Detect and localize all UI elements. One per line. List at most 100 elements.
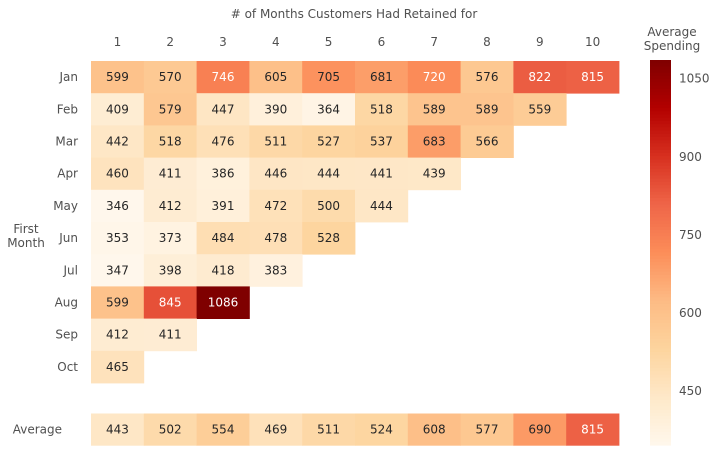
row-label: Jun [58, 231, 78, 245]
chart-title: # of Months Customers Had Retained for [231, 7, 478, 21]
cell-value-label: 386 [212, 167, 235, 181]
cell-value-label: 412 [106, 328, 129, 342]
heatmap-cell [143, 189, 197, 223]
average-value-label: 554 [212, 423, 235, 437]
heatmap-cell [143, 61, 197, 94]
average-cell [513, 413, 567, 446]
average-value-label: 502 [159, 423, 182, 437]
colorbar-tick-label: 1050 [679, 72, 710, 86]
colorbar-tick-label: 450 [679, 384, 702, 398]
colorbar-tick-label: 900 [679, 150, 702, 164]
heatmap-cell [91, 125, 145, 158]
heatmap-cell [196, 222, 250, 255]
average-value-label: 690 [528, 423, 551, 437]
colorbar-tick-label: 600 [679, 306, 702, 320]
cell-value-label: 570 [159, 70, 182, 84]
cell-value-label: 441 [370, 167, 393, 181]
cell-value-label: 705 [317, 70, 340, 84]
cell-value-label: 599 [106, 70, 129, 84]
cell-value-label: 566 [476, 135, 499, 149]
heatmap-cell [91, 254, 145, 287]
average-value-label: 524 [370, 423, 393, 437]
heatmap-cell [196, 61, 250, 94]
average-cell [249, 413, 303, 446]
cell-value-label: 411 [159, 328, 182, 342]
column-label: 3 [219, 35, 227, 49]
cell-value-label: 589 [476, 102, 499, 116]
average-cell [143, 413, 197, 446]
heatmap-cell [249, 254, 303, 287]
cell-value-label: 815 [581, 70, 604, 84]
heatmap-cell [143, 93, 197, 126]
heatmap-cell [249, 61, 303, 94]
cell-value-label: 579 [159, 102, 182, 116]
cell-value-label: 353 [106, 231, 129, 245]
cell-value-label: 383 [264, 263, 287, 277]
cell-value-label: 398 [159, 263, 182, 277]
heatmap-cell [407, 125, 461, 158]
cell-value-label: 412 [159, 199, 182, 213]
cell-value-label: 681 [370, 70, 393, 84]
heatmap-cell [460, 125, 514, 158]
heatmap-cell [91, 189, 145, 223]
cell-value-label: 500 [317, 199, 340, 213]
heatmap-cell [407, 93, 461, 126]
heatmap-cell [407, 157, 461, 191]
heatmap-cell [91, 286, 145, 319]
row-label: Feb [57, 102, 78, 116]
cell-value-label: 373 [159, 231, 182, 245]
heatmap-cell [566, 61, 620, 94]
cell-value-label: 391 [212, 199, 235, 213]
average-value-label: 511 [317, 423, 340, 437]
heatmap-cell [302, 157, 356, 191]
row-label: Jul [63, 263, 78, 277]
cell-value-label: 447 [212, 102, 235, 116]
heatmap-cell [91, 93, 145, 126]
row-labels: Jan Feb Mar Apr May Jun Jul Aug Sep Oct Average [13, 70, 79, 437]
cell-value-label: 822 [528, 70, 551, 84]
heatmap-cell [143, 125, 197, 158]
column-label: 5 [325, 35, 333, 49]
row-label: Sep [55, 328, 78, 342]
cell-value-label: 476 [212, 135, 235, 149]
cell-value-label: 418 [212, 263, 235, 277]
cell-value-label: 537 [370, 135, 393, 149]
cell-value-label: 390 [264, 102, 287, 116]
column-label: 7 [430, 35, 438, 49]
cell-value-label: 446 [264, 167, 287, 181]
heatmap-cell [302, 189, 356, 223]
heatmap-cell [196, 286, 250, 319]
heatmap-cell [302, 125, 356, 158]
cell-value-label: 347 [106, 263, 129, 277]
heatmap-cell [196, 157, 250, 191]
heatmap-cell [355, 93, 409, 126]
average-cell [460, 413, 514, 446]
average-cell [355, 413, 409, 446]
heatmap-cell [355, 61, 409, 94]
average-value-label: 443 [106, 423, 129, 437]
cell-value-label: 484 [212, 231, 235, 245]
heatmap-cell [513, 93, 567, 126]
column-label: 2 [166, 35, 174, 49]
heatmap-cell [143, 157, 197, 191]
cell-value-label: 478 [264, 231, 287, 245]
column-labels: 1 2 3 4 5 6 7 8 9 10 [114, 35, 601, 49]
column-label: 10 [585, 35, 600, 49]
cell-value-label: 364 [317, 102, 340, 116]
cell-value-label: 444 [317, 167, 340, 181]
average-cell [407, 413, 461, 446]
cell-value-label: 409 [106, 102, 129, 116]
average-row: 443 502 554 469 511 524 608 577 690 815 [91, 413, 620, 446]
heatmap-cell [143, 286, 197, 319]
heatmap-cell [355, 189, 409, 223]
heatmap-cell [460, 93, 514, 126]
average-value-label: 815 [581, 423, 604, 437]
cell-value-label: 746 [212, 70, 235, 84]
cell-value-label: 518 [159, 135, 182, 149]
cell-value-label: 439 [423, 167, 446, 181]
heatmap-cell [196, 93, 250, 126]
row-label: Oct [57, 360, 78, 374]
cell-value-label: 605 [264, 70, 287, 84]
heatmap-cell [249, 125, 303, 158]
